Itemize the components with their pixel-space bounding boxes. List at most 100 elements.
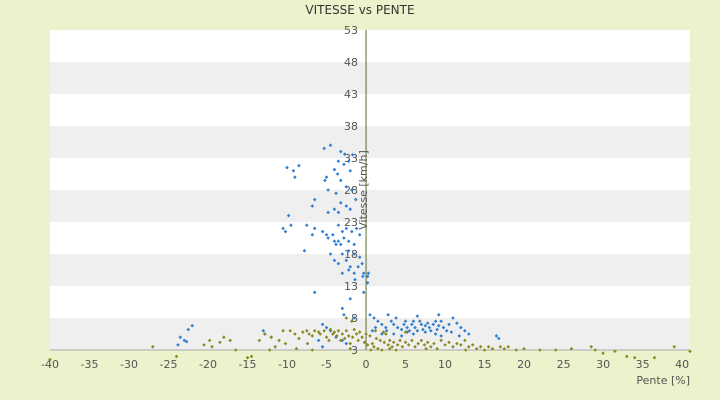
data-point — [459, 343, 463, 347]
data-point — [336, 210, 341, 215]
data-point — [336, 261, 341, 266]
data-point — [410, 322, 414, 327]
data-point — [429, 329, 433, 333]
data-point — [398, 338, 402, 343]
data-point — [342, 152, 347, 156]
plot-band — [50, 30, 690, 62]
data-point — [419, 338, 424, 343]
data-point — [334, 242, 338, 247]
data-point — [425, 340, 430, 345]
data-point — [332, 258, 337, 263]
data-point — [335, 172, 340, 176]
x-tick-label: 5 — [402, 358, 409, 371]
data-point — [331, 233, 335, 237]
data-point — [391, 332, 396, 336]
data-point — [348, 297, 353, 301]
data-point — [323, 178, 327, 183]
data-point — [435, 327, 439, 332]
data-point — [441, 325, 446, 330]
data-point — [613, 349, 617, 354]
data-point — [348, 207, 353, 211]
data-point — [283, 229, 288, 234]
data-point — [490, 346, 495, 351]
data-point — [249, 354, 254, 359]
data-point — [326, 210, 330, 215]
data-point — [304, 223, 309, 227]
data-point — [269, 335, 274, 339]
data-point — [318, 332, 323, 336]
data-point — [348, 169, 353, 173]
data-point — [322, 146, 326, 151]
data-point — [632, 355, 637, 360]
data-point — [436, 323, 441, 328]
data-point — [672, 345, 676, 349]
data-point — [326, 236, 330, 240]
data-point — [422, 343, 427, 347]
data-point — [297, 163, 301, 168]
data-point — [340, 229, 345, 234]
data-point — [340, 306, 345, 311]
data-point — [436, 313, 441, 317]
data-point — [312, 197, 317, 202]
y-axis-label: Vitesse [km/h] — [357, 150, 370, 230]
data-point — [281, 329, 285, 333]
data-point — [451, 316, 455, 320]
data-point — [328, 143, 333, 147]
data-point — [335, 334, 339, 338]
data-point — [463, 348, 468, 352]
data-point — [380, 322, 384, 327]
x-tick-label: -30 — [120, 358, 138, 371]
data-point — [455, 321, 459, 325]
data-point — [433, 332, 438, 336]
data-point — [346, 334, 351, 338]
data-point — [391, 340, 396, 345]
data-point — [267, 348, 272, 352]
data-point — [447, 340, 451, 345]
data-point — [386, 343, 390, 347]
x-tick-label: 30 — [596, 358, 610, 371]
data-point — [362, 340, 367, 345]
data-point — [455, 341, 459, 346]
data-point — [348, 346, 353, 351]
data-point — [439, 334, 443, 338]
data-point — [424, 346, 428, 351]
data-point — [285, 165, 289, 170]
data-point — [305, 341, 310, 346]
data-point — [316, 338, 321, 343]
data-point — [336, 329, 341, 333]
data-point — [350, 153, 355, 157]
data-point — [449, 330, 454, 334]
data-point — [332, 239, 337, 243]
data-point — [352, 242, 356, 247]
data-point — [439, 338, 443, 343]
data-point — [301, 330, 305, 334]
data-point — [360, 335, 364, 339]
data-point — [366, 271, 371, 275]
data-point — [344, 204, 349, 208]
data-point — [553, 348, 558, 352]
data-point — [688, 349, 692, 354]
data-point — [382, 340, 387, 345]
data-point — [218, 340, 222, 345]
data-point — [400, 345, 405, 349]
data-point — [324, 175, 329, 179]
data-point — [263, 332, 267, 336]
x-tick-label: -20 — [199, 358, 217, 371]
data-point — [429, 345, 433, 349]
data-point — [178, 335, 183, 339]
data-points — [48, 143, 692, 362]
data-point — [411, 332, 416, 336]
x-tick-label: 10 — [438, 358, 452, 371]
data-point — [346, 268, 351, 272]
data-point — [444, 329, 449, 333]
data-point — [372, 316, 376, 320]
plot-band — [50, 190, 690, 222]
y-tick-label: 48 — [344, 56, 358, 69]
data-point — [291, 169, 296, 173]
plot-band — [50, 62, 690, 94]
data-point — [320, 229, 325, 234]
data-point — [421, 327, 425, 332]
data-point — [413, 345, 417, 349]
